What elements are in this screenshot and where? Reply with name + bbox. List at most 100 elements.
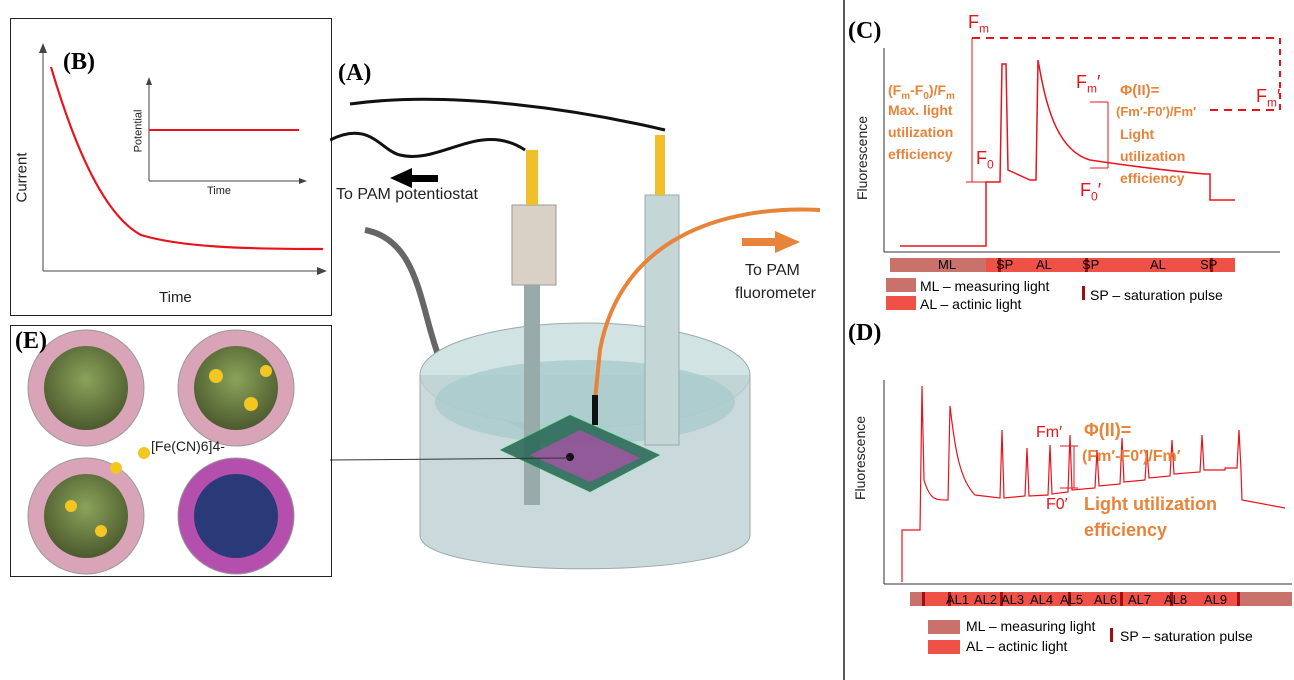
c-legend-al: AL – actinic light [920, 296, 1022, 312]
d-chart [883, 380, 1292, 606]
fiber-tip [592, 395, 598, 425]
d-f0p-label: F0′ [1046, 496, 1068, 513]
right-panel-frame [843, 0, 845, 680]
b-inset-y-arrow [146, 77, 152, 85]
b-inset-ylabel: Potential [132, 109, 145, 153]
b-inset-x-arrow [299, 178, 307, 184]
d-bar-al6: AL6 [1094, 592, 1118, 607]
connector-line [330, 457, 571, 461]
c-bar-al-1: AL [1036, 257, 1052, 272]
electrochemical-cell [330, 97, 821, 570]
e-disc-3-protein [44, 474, 128, 558]
c-phi-text-2: utilization [1120, 148, 1186, 164]
counter-tip [526, 150, 538, 205]
b-inset-xlabel: Time [207, 185, 232, 197]
c-phi-text-1: Light [1120, 126, 1155, 142]
fluorometer-arrow [742, 231, 800, 253]
panel-b-label: (B) [63, 49, 95, 75]
optical-fiber [593, 207, 821, 401]
panel-b-chart [39, 43, 327, 275]
c-al-bar [986, 258, 1235, 272]
c-f0-label: F0 [976, 148, 994, 172]
c-max-text-1: Max. light [888, 102, 953, 118]
d-legend-sp: SP – saturation pulse [1120, 628, 1253, 644]
d-legend-ml: ML – measuring light [966, 618, 1096, 634]
d-fmp-label: Fm′ [1036, 424, 1063, 441]
c-legend-sp: SP – saturation pulse [1090, 287, 1223, 303]
b-current-curve [49, 66, 324, 251]
d-bar-al2: AL2 [974, 592, 998, 607]
b-xlabel: Time [159, 289, 192, 306]
c-legend-ml-swatch [886, 278, 916, 292]
counter-electrode-cap [511, 204, 557, 286]
c-trace [900, 59, 1235, 247]
panel-a-label: (A) [338, 60, 372, 86]
d-legend-al: AL – actinic light [966, 638, 1068, 654]
c-ylabel: Fluorescence [854, 115, 871, 201]
c-bar-sp-2: SP [1082, 257, 1100, 272]
e-disc-1-protein [44, 346, 128, 430]
c-legend-sp-swatch [1082, 286, 1085, 300]
d-bar-al7: AL7 [1128, 592, 1152, 607]
a-to-fluorometer-1: To PAM [745, 262, 800, 279]
c-f0p-label: F0′ [1080, 180, 1102, 204]
d-bar-al3: AL3 [1001, 592, 1025, 607]
wire-middle [330, 131, 526, 158]
d-ylabel: Fluorescence [852, 415, 869, 501]
a-to-fluorometer-2: fluorometer [735, 285, 816, 302]
panel-b: (B) Current Time Potential Time [10, 18, 332, 316]
d-phi: Φ(II)= [1084, 420, 1132, 440]
potentiostat-arrow [390, 168, 438, 188]
d-legend-ml-swatch [928, 620, 960, 634]
b-x-arrow [317, 267, 327, 275]
d-legend-sp-swatch [1110, 628, 1113, 642]
panel-d-label: (D) [848, 320, 882, 346]
b-y-arrow [39, 43, 47, 53]
panel-e: (E) [Fe(CN)6]4- [10, 325, 332, 577]
c-sp-mark-3 [1210, 258, 1213, 272]
d-phi-eq: (Fm′-F0′)/Fm′ [1082, 448, 1181, 465]
e-disc-2-protein [194, 346, 278, 430]
c-fmp-label: Fm′ [1076, 72, 1101, 96]
c-phi-text-3: efficiency [1120, 170, 1185, 186]
c-bar-sp-3: SP [1200, 257, 1218, 272]
c-legend-al-swatch [886, 296, 916, 310]
c-max-eq: (Fm-F0)/Fm [888, 82, 955, 102]
d-phi-text-1: Light utilization [1084, 494, 1217, 514]
d-bar-al4: AL4 [1030, 592, 1054, 607]
b-ylabel: Current [13, 152, 31, 203]
c-fm-label: Fm [968, 12, 989, 36]
d-sp-marks [922, 592, 1240, 606]
a-to-potentiostat: To PAM potentiostat [336, 186, 478, 203]
e-ion-label: [Fe(CN)6]4- [151, 438, 225, 454]
connection-point [566, 453, 574, 461]
c-phi-eq: (Fm′-F0′)/Fm′ [1116, 104, 1197, 119]
reference-electrode [644, 194, 680, 446]
c-sp-mark-2 [1085, 258, 1088, 272]
d-trace [901, 385, 1286, 582]
panel-e-illustrations [27, 329, 295, 575]
c-chart [883, 37, 1281, 310]
c-bar-al-2: AL [1150, 257, 1166, 272]
panel-e-label: (E) [15, 328, 47, 354]
c-legend-ml: ML – measuring light [920, 278, 1050, 294]
d-legend-al-swatch [928, 640, 960, 654]
c-max-text-2: utilization [888, 124, 954, 140]
panel-c-label: (C) [848, 18, 882, 44]
reference-tip [655, 135, 665, 195]
c-sp-mark-1 [998, 258, 1001, 272]
c-bar-sp-1: SP [996, 257, 1014, 272]
d-bar-al8: AL8 [1164, 592, 1188, 607]
ion-clusters [65, 365, 272, 537]
d-bar-al5: AL5 [1060, 592, 1084, 607]
chip-film [530, 430, 640, 482]
d-bar-al1: AL1 [946, 592, 970, 607]
c-phi: Φ(II)= [1120, 82, 1160, 99]
wire-top [349, 97, 666, 132]
counter-electrode-rod [524, 285, 540, 505]
d-bar-al9: AL9 [1204, 592, 1228, 607]
e-disc-4-protein [194, 474, 278, 558]
c-max-text-3: efficiency [888, 146, 953, 162]
c-fmp-right-label: Fm′ [1256, 86, 1281, 110]
d-phi-text-2: efficiency [1084, 520, 1168, 540]
